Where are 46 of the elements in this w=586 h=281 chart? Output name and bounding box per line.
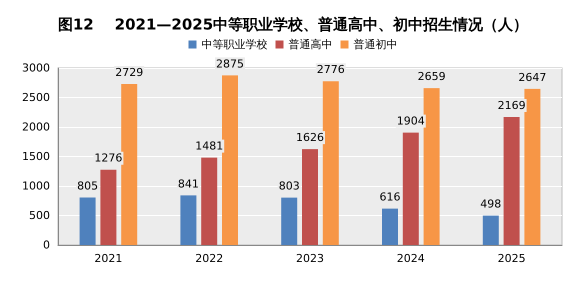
data-label: 498 <box>480 198 502 211</box>
legend-label: 中等职业学校 <box>202 38 268 51</box>
bar <box>382 208 398 245</box>
data-label: 2169 <box>498 99 526 112</box>
x-tick-label: 2021 <box>94 252 122 265</box>
data-label: 1904 <box>396 114 425 128</box>
bar <box>80 198 96 245</box>
y-tick-label: 1000 <box>22 180 50 192</box>
y-tick-label: 1500 <box>22 150 50 163</box>
y-tick-label: 500 <box>29 209 50 222</box>
y-tick-label: 2000 <box>22 120 50 134</box>
bar <box>281 198 298 245</box>
bar <box>322 81 339 245</box>
data-label: 2776 <box>316 63 345 76</box>
bar <box>424 88 440 245</box>
y-tick-label: 0 <box>43 238 50 252</box>
data-label: 616 <box>380 190 400 204</box>
bar <box>180 195 196 245</box>
data-label: 803 <box>278 180 300 193</box>
x-tick-label: 2023 <box>296 252 324 265</box>
bar <box>201 158 218 245</box>
legend-label: 普通高中 <box>288 38 332 51</box>
data-label: 1626 <box>296 131 324 144</box>
data-label: 2729 <box>115 66 144 79</box>
bar <box>222 75 238 245</box>
data-label: 2875 <box>216 57 244 70</box>
bar <box>402 132 419 245</box>
x-tick-label: 2024 <box>396 252 425 265</box>
y-tick-label: 3000 <box>22 62 50 74</box>
bar <box>100 170 116 245</box>
bar <box>121 84 138 245</box>
x-tick-label: 2025 <box>498 252 526 265</box>
data-label: 1276 <box>94 152 122 165</box>
chart-title: 图12 2021—2025中等职业学校、普通高中、初中招生情况（人） <box>58 16 528 34</box>
bar <box>482 216 499 245</box>
y-tick-label: 2500 <box>22 91 50 104</box>
bar <box>302 149 318 245</box>
data-label: 841 <box>178 177 199 190</box>
data-label: 2659 <box>418 70 446 84</box>
bar <box>504 117 520 245</box>
bar <box>524 88 540 245</box>
x-tick-label: 2022 <box>195 252 224 265</box>
data-label: 2647 <box>518 70 546 84</box>
legend-label: 普通初中 <box>354 38 398 51</box>
data-label: 805 <box>77 180 98 193</box>
data-label: 1481 <box>195 140 224 153</box>
